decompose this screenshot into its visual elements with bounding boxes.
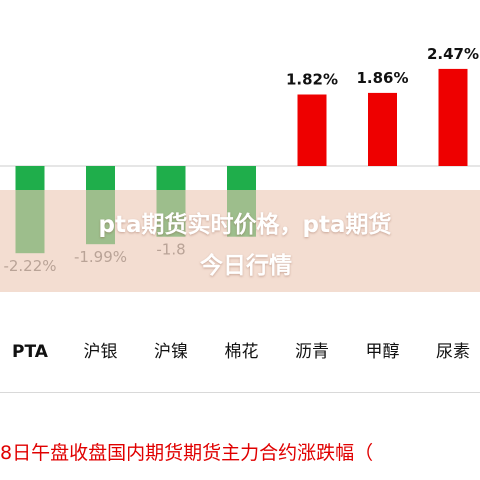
data-label-沥青: 1.82% (286, 71, 338, 89)
data-label-尿素: 2.47% (427, 45, 479, 63)
category-label-甲醇: 甲醇 (366, 342, 400, 362)
category-label-尿素: 尿素 (436, 342, 470, 362)
category-label-沪镍: 沪镍 (154, 342, 188, 362)
chart-footer-title: 8日午盘收盘国内期货期货主力合约涨跌幅（ (0, 442, 374, 464)
bar-甲醇 (368, 92, 397, 166)
category-label-沥青: 沥青 (295, 342, 329, 362)
watermark-overlay-band (0, 190, 480, 292)
category-label-棉花: 棉花 (225, 342, 259, 362)
overlay-title-line1: pta期货实时价格，pta期货 (98, 212, 392, 238)
bar-沥青 (297, 94, 327, 166)
overlay-title-line2: 今日行情 (200, 253, 292, 279)
category-labels-layer: PTA 沪银 沪镍 棉花 沥青 甲醇 尿素 (12, 342, 470, 362)
category-label-PTA: PTA (12, 342, 49, 362)
bar-尿素 (438, 68, 468, 166)
chart-footer-divider (0, 392, 480, 393)
data-label-甲醇: 1.86% (356, 69, 408, 87)
category-label-沪银: 沪银 (84, 342, 118, 362)
